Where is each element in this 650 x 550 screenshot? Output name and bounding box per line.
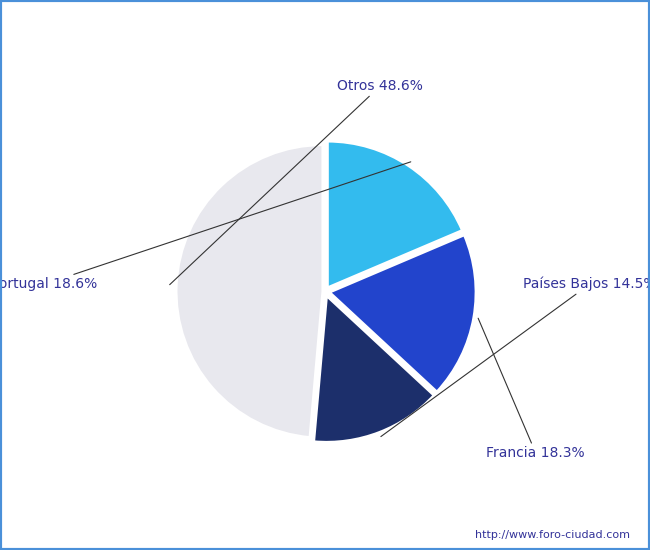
Wedge shape (330, 235, 476, 392)
Text: Portugal 18.6%: Portugal 18.6% (0, 162, 411, 291)
Wedge shape (314, 295, 434, 442)
Text: Francia 18.3%: Francia 18.3% (478, 318, 585, 460)
Text: Otros 48.6%: Otros 48.6% (170, 80, 422, 285)
Text: http://www.foro-ciudad.com: http://www.foro-ciudad.com (476, 530, 630, 540)
Text: Países Bajos 14.5%: Países Bajos 14.5% (381, 277, 650, 437)
Wedge shape (176, 145, 323, 437)
Wedge shape (328, 141, 462, 288)
Text: Castilleja de la Cuesta - Turistas extranjeros según país - Agosto de 2024: Castilleja de la Cuesta - Turistas extra… (57, 15, 593, 31)
